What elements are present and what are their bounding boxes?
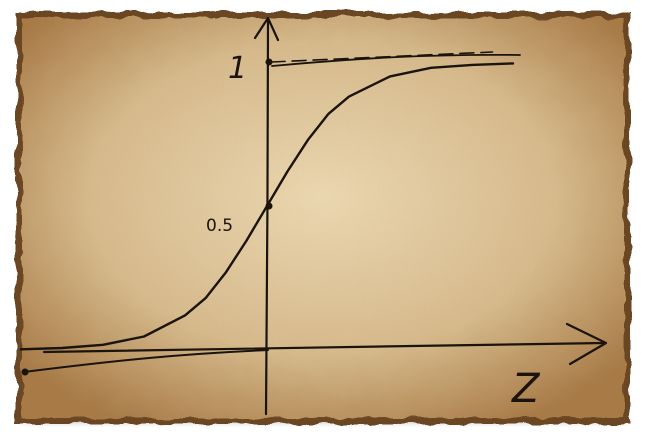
x-axis <box>42 341 606 354</box>
x-axis-arrowhead <box>565 322 608 366</box>
lower-baseline-stroke <box>23 349 269 373</box>
y-tick-label-0-5: 0.5 <box>206 216 233 236</box>
stroke-start-dot <box>21 368 29 376</box>
y-axis <box>264 18 270 416</box>
y-tick-label-1: 1 <box>228 51 247 86</box>
x-axis-label: Z <box>511 366 541 412</box>
y-axis-arrowhead <box>253 16 280 42</box>
y-tick-point-1 <box>265 202 273 210</box>
upper-guide-stroke <box>271 53 521 67</box>
y-tick-point-0 <box>265 58 273 66</box>
